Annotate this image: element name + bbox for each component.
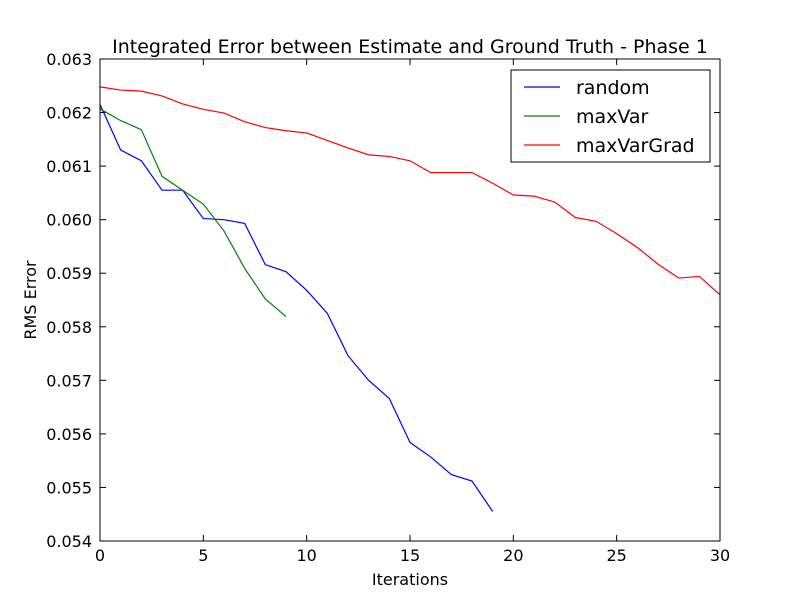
y-tick-label: 0.063 xyxy=(46,50,92,69)
x-tick-label: 25 xyxy=(606,546,626,565)
legend: random maxVar maxVarGrad xyxy=(510,69,711,163)
x-tick-label: 15 xyxy=(400,546,420,565)
y-tick-label: 0.054 xyxy=(46,532,92,551)
y-tick-label: 0.057 xyxy=(46,371,92,390)
y-tick-label: 0.061 xyxy=(46,157,92,176)
y-tick-label: 0.056 xyxy=(46,425,92,444)
axis-ticks: 0 5 10 15 20 25 30 0.054 0.055 0.056 0.057 0.058 0.0… xyxy=(46,50,730,565)
legend-label-maxVarGrad: maxVarGrad xyxy=(576,135,695,157)
y-tick-label: 0.060 xyxy=(46,211,92,230)
x-tick-label: 5 xyxy=(198,546,208,565)
x-tick-label: 30 xyxy=(710,546,730,565)
y-tick-label: 0.058 xyxy=(46,318,92,337)
y-tick-label: 0.059 xyxy=(46,264,92,283)
x-tick-label: 0 xyxy=(95,546,105,565)
y-tick-label: 0.055 xyxy=(46,478,92,497)
legend-label-maxVar: maxVar xyxy=(576,106,649,128)
x-axis-label: Iterations xyxy=(372,570,448,589)
y-axis-label: RMS Error xyxy=(21,260,40,340)
series-lines xyxy=(99,86,721,512)
y-tick-label: 0.062 xyxy=(46,104,92,123)
x-tick-label: 20 xyxy=(503,546,523,565)
legend-label-random: random xyxy=(576,77,650,99)
plot-frame xyxy=(99,58,721,542)
series-line-maxVar xyxy=(99,108,287,318)
x-tick-label: 10 xyxy=(296,546,316,565)
chart-title: Integrated Error between Estimate and Gr… xyxy=(112,36,708,58)
legend-box xyxy=(510,69,711,163)
series-line-random xyxy=(99,104,494,512)
series-line-maxVarGrad xyxy=(99,86,721,296)
